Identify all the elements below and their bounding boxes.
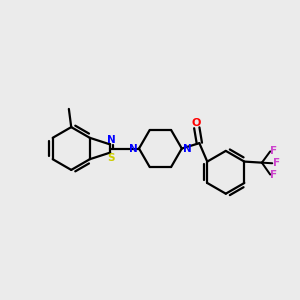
Text: F: F: [271, 146, 278, 156]
Text: N: N: [106, 135, 116, 145]
Text: F: F: [271, 169, 278, 180]
Text: O: O: [191, 118, 201, 128]
Text: F: F: [273, 158, 280, 168]
Text: N: N: [129, 143, 138, 154]
Text: S: S: [107, 153, 115, 163]
Text: N: N: [183, 143, 191, 154]
